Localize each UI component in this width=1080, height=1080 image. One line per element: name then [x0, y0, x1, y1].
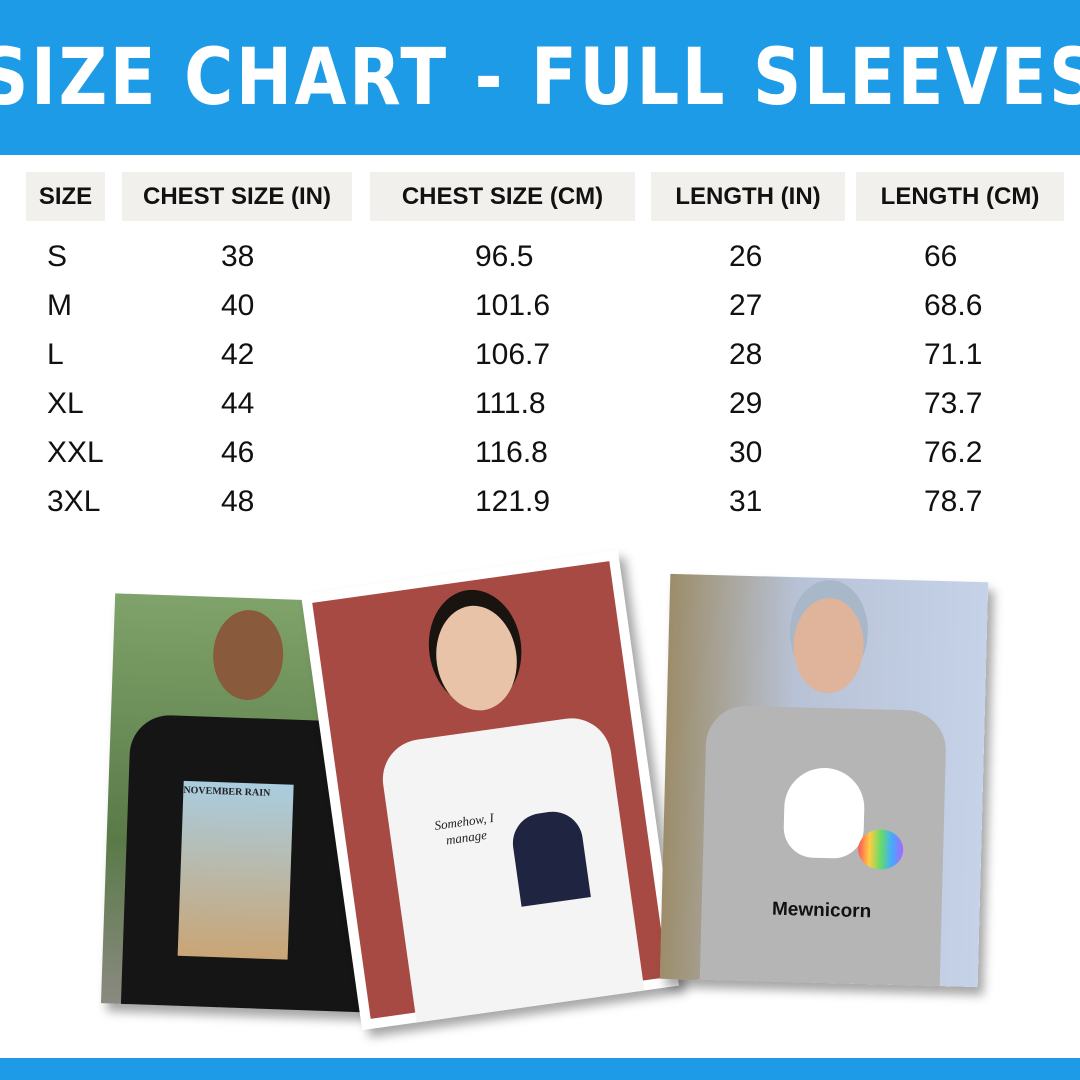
model-photo-grey-shirt: Mewnicorn [659, 573, 989, 988]
table-cell: 68.6 [924, 289, 983, 322]
size-label: XL [47, 387, 84, 420]
table-cell: 26 [729, 240, 763, 273]
size-label: XXL [47, 436, 104, 469]
table-cell: 73.7 [924, 387, 983, 420]
table-cell: 121.9 [475, 485, 551, 518]
table-cell: 30 [729, 436, 763, 469]
table-cell: 27 [729, 289, 763, 322]
column-header: LENGTH (IN) [651, 172, 845, 221]
table-cell: 29 [729, 387, 763, 420]
model-head [211, 608, 285, 702]
column-header: LENGTH (CM) [856, 172, 1064, 221]
table-cell: 106.7 [475, 338, 551, 371]
title-banner: SIZE CHART - FULL SLEEVES [0, 0, 1080, 155]
model-photo-white-shirt: Somehow, I manage [300, 549, 680, 1031]
model-head [792, 597, 865, 694]
column-header: CHEST SIZE (CM) [370, 172, 635, 221]
table-cell: 76.2 [924, 436, 983, 469]
print-text: NOVEMBER RAIN [183, 784, 271, 799]
column-header: SIZE [26, 172, 105, 221]
brick-wall: Somehow, I manage [312, 561, 668, 1031]
unicorn-cat-print [782, 766, 866, 860]
table-cell: 101.6 [475, 289, 551, 322]
table-cell: 116.8 [475, 436, 548, 469]
model-head [429, 600, 524, 716]
footer-band [0, 1058, 1080, 1080]
table-cell: 111.8 [475, 387, 546, 420]
table-cell: 42 [221, 338, 255, 371]
shirt-print: NOVEMBER RAIN [177, 780, 294, 960]
size-label: M [47, 289, 72, 322]
table-cell: 48 [221, 485, 255, 518]
table-cell: 38 [221, 240, 255, 273]
table-cell: 31 [729, 485, 763, 518]
table-cell: 71.1 [924, 338, 983, 371]
size-label: S [47, 240, 68, 273]
column-header: CHEST SIZE (IN) [122, 172, 352, 221]
size-label: L [47, 338, 64, 371]
table-cell: 28 [729, 338, 763, 371]
table-cell: 46 [221, 436, 255, 469]
table-cell: 78.7 [924, 485, 983, 518]
page-title: SIZE CHART - FULL SLEEVES [0, 32, 1080, 123]
table-cell: 40 [221, 289, 255, 322]
table-cell: 96.5 [475, 240, 534, 273]
size-label: 3XL [47, 485, 101, 518]
table-cell: 44 [221, 387, 255, 420]
table-cell: 66 [924, 240, 958, 273]
print-text: Mewnicorn [771, 898, 872, 923]
shirt [377, 713, 646, 1031]
